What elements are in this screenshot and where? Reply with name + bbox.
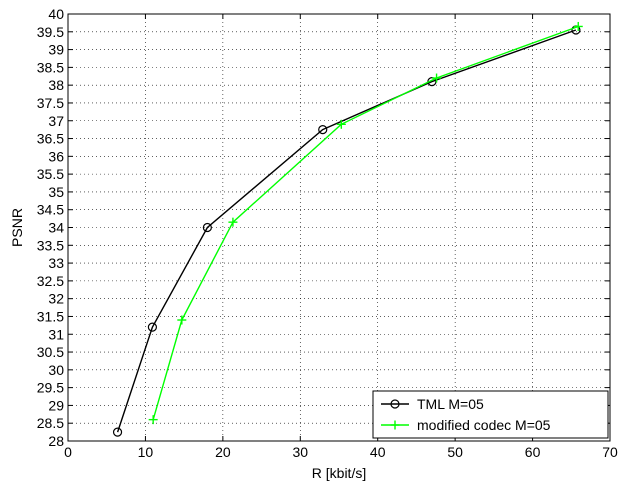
y-tick-label: 28.5	[37, 415, 64, 431]
y-tick-label: 30	[48, 362, 64, 378]
point-plus-1-5	[573, 21, 583, 31]
series-1	[148, 21, 583, 425]
y-tick-label: 36.5	[37, 131, 64, 147]
point-plus-1-2	[228, 217, 238, 227]
x-tick-label: 60	[525, 444, 541, 460]
y-tick-label: 35.5	[37, 166, 64, 182]
legend-marker-shape-1	[390, 420, 400, 430]
y-tick-label: 28	[48, 433, 64, 449]
y-tick-label: 32	[48, 291, 64, 307]
y-tick-label: 31.5	[37, 308, 64, 324]
y-tick-label: 38.5	[37, 59, 64, 75]
point-plus-1-3	[336, 119, 346, 129]
legend-label-modified: modified codec M=05	[417, 417, 551, 433]
ticks	[67, 13, 611, 442]
y-tick-label: 36	[48, 148, 64, 164]
legend: TML M=05 modified codec M=05	[372, 390, 609, 439]
series-line-1	[152, 25, 579, 420]
tick-labels: 0 10 20 30 40 50 60 702828.52929.53030.53131.53…	[37, 6, 618, 460]
y-tick-label: 35	[48, 184, 64, 200]
x-tick-label: 30	[292, 444, 308, 460]
point-plus-1-4	[432, 73, 442, 83]
legend-label-tml: TML M=05	[417, 396, 484, 412]
y-tick-label: 38	[48, 77, 64, 93]
series-0	[112, 25, 581, 437]
y-tick-label: 40	[48, 6, 64, 22]
point-circle-0-3	[318, 125, 328, 135]
x-axis-label: R [kbit/s]	[312, 465, 366, 481]
y-tick-label: 29	[48, 397, 64, 413]
point-plus-1-0	[148, 415, 158, 425]
y-tick-label: 33	[48, 255, 64, 271]
x-tick-label: 20	[215, 444, 231, 460]
y-tick-label: 34.5	[37, 202, 64, 218]
y-tick-label: 32.5	[37, 273, 64, 289]
grid	[68, 14, 610, 441]
legend-marker-plus	[390, 420, 400, 430]
y-tick-label: 29.5	[37, 380, 64, 396]
x-tick-label: 0	[64, 444, 72, 460]
y-tick-label: 37.5	[37, 95, 64, 111]
legend-marker-circle	[390, 399, 400, 409]
x-tick-label: 50	[447, 444, 463, 460]
y-tick-label: 30.5	[37, 344, 64, 360]
point-plus-1-1	[177, 315, 187, 325]
x-tick-label: 10	[138, 444, 154, 460]
point-circle-0-0	[112, 427, 123, 437]
series-line-0	[116, 29, 577, 433]
y-tick-label: 37	[48, 113, 64, 129]
legend-box	[372, 390, 609, 439]
point-circle-0-2	[202, 222, 212, 233]
y-tick-label: 31	[48, 326, 64, 342]
x-tick-label: 40	[370, 444, 386, 460]
y-axis-label: PSNR	[9, 208, 25, 247]
y-tick-label: 33.5	[37, 237, 64, 253]
y-tick-label: 39.5	[37, 24, 64, 40]
x-tick-label: 70	[602, 444, 618, 460]
y-tick-label: 34	[48, 220, 64, 236]
series-layer	[112, 21, 583, 437]
point-circle-0-1	[147, 322, 157, 332]
legend-marker-shape-0	[390, 399, 400, 409]
y-tick-label: 39	[48, 42, 64, 58]
